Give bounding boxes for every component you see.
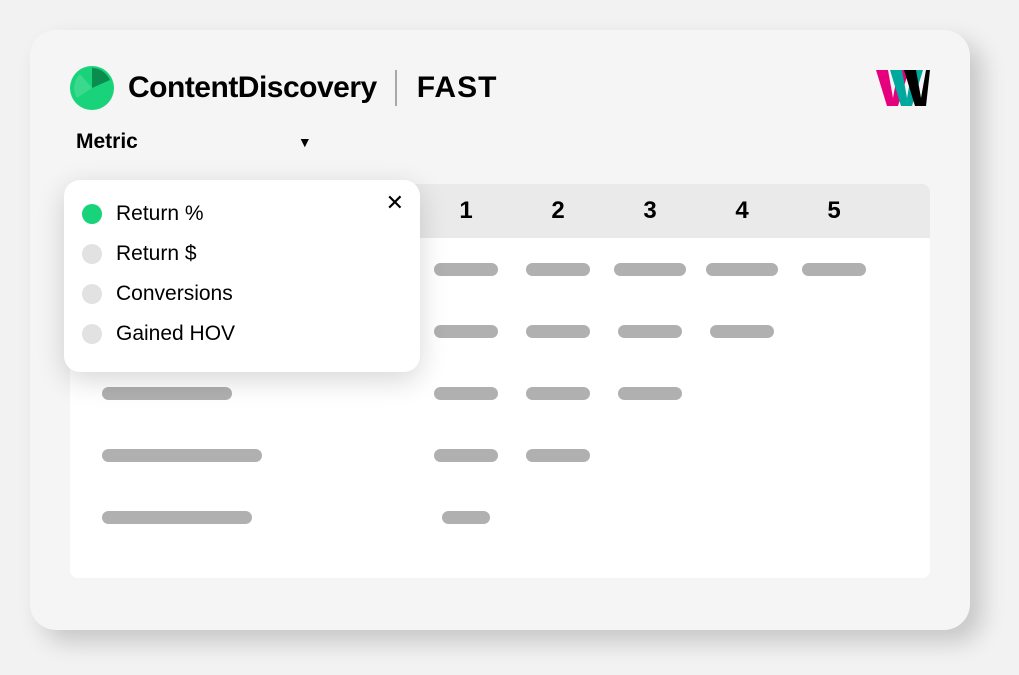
placeholder-pill <box>102 449 262 462</box>
metric-option-label: Conversions <box>116 282 233 306</box>
radio-dot-icon <box>82 204 102 224</box>
metric-option-label: Return $ <box>116 242 197 266</box>
brand-logo-icon <box>70 66 114 110</box>
placeholder-pill <box>526 263 590 276</box>
table-column-header: 3 <box>604 197 696 225</box>
metric-option[interactable]: Return % <box>82 194 402 234</box>
placeholder-pill <box>526 325 590 338</box>
table-cell <box>420 387 512 400</box>
metric-selector[interactable]: Metric ▼ <box>70 130 930 154</box>
caret-down-icon: ▼ <box>298 134 312 150</box>
row-label-cell <box>80 449 420 462</box>
header: ContentDiscovery FAST <box>70 66 930 110</box>
placeholder-pill <box>526 387 590 400</box>
table-cell <box>604 387 696 400</box>
brand-divider <box>395 70 397 106</box>
brand-subtitle: FAST <box>417 71 498 105</box>
placeholder-pill <box>434 263 498 276</box>
metric-option[interactable]: Conversions <box>82 274 402 314</box>
close-icon[interactable]: ✕ <box>386 192 404 214</box>
table-cell <box>420 511 512 524</box>
radio-dot-icon <box>82 324 102 344</box>
placeholder-pill <box>706 263 778 276</box>
placeholder-pill <box>102 511 252 524</box>
table-cell <box>420 449 512 462</box>
radio-dot-icon <box>82 244 102 264</box>
table-cell <box>512 263 604 276</box>
table-cell <box>420 325 512 338</box>
table-column-header: 5 <box>788 197 880 225</box>
content-area: ✕ Return %Return $ConversionsGained HOV … <box>70 184 930 578</box>
placeholder-pill <box>710 325 774 338</box>
metric-option[interactable]: Gained HOV <box>82 314 402 354</box>
placeholder-pill <box>434 325 498 338</box>
placeholder-pill <box>618 387 682 400</box>
placeholder-pill <box>442 511 490 524</box>
brand-title: ContentDiscovery <box>128 71 377 105</box>
table-cell <box>696 325 788 338</box>
placeholder-pill <box>434 449 498 462</box>
row-label-cell <box>80 387 420 400</box>
table-cell <box>696 263 788 276</box>
table-cell <box>604 325 696 338</box>
placeholder-pill <box>102 387 232 400</box>
row-label-cell <box>80 511 420 524</box>
radio-dot-icon <box>82 284 102 304</box>
table-column-header: 4 <box>696 197 788 225</box>
table-cell <box>420 263 512 276</box>
table-cell <box>512 387 604 400</box>
metric-option-label: Gained HOV <box>116 322 235 346</box>
table-cell <box>512 325 604 338</box>
table-row <box>70 486 930 548</box>
metric-label: Metric <box>76 130 138 154</box>
table-cell <box>604 263 696 276</box>
table-cell <box>512 449 604 462</box>
table-row <box>70 424 930 486</box>
metric-option[interactable]: Return $ <box>82 234 402 274</box>
metric-option-label: Return % <box>116 202 204 226</box>
app-window: ContentDiscovery FAST Metric ▼ ✕ Return … <box>30 30 970 630</box>
placeholder-pill <box>618 325 682 338</box>
placeholder-pill <box>802 263 866 276</box>
table-column-header: 1 <box>420 197 512 225</box>
partner-logo-icon <box>876 68 930 108</box>
brand: ContentDiscovery FAST <box>70 66 497 110</box>
placeholder-pill <box>526 449 590 462</box>
placeholder-pill <box>434 387 498 400</box>
table-column-header: 2 <box>512 197 604 225</box>
metric-dropdown: ✕ Return % Return $ Conversions Gained HOV <box>64 180 420 372</box>
placeholder-pill <box>614 263 686 276</box>
table-cell <box>788 263 880 276</box>
